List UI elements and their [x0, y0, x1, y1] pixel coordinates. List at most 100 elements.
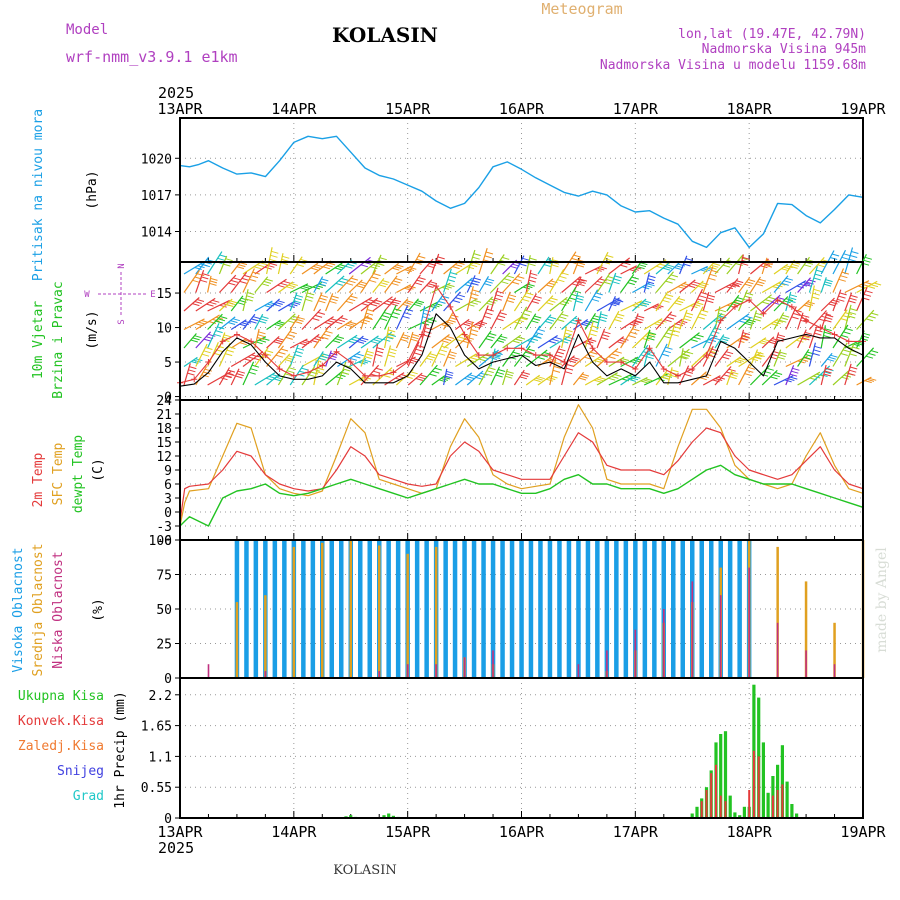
wind-barb-feather — [484, 373, 493, 377]
wind-barb-feather — [215, 320, 223, 324]
wind-barb — [419, 301, 438, 312]
wind-barb-feather — [849, 308, 858, 312]
wind-barb-feather — [412, 333, 420, 337]
wind-barb-feather — [488, 367, 496, 371]
wind-barb-feather — [578, 377, 587, 381]
precip-label-5: Grad — [73, 789, 104, 804]
wind-gust-marker — [219, 338, 226, 345]
wind-barb-feather — [261, 283, 270, 287]
wind-barb-feather — [777, 297, 785, 300]
wind-barb — [643, 303, 659, 312]
wind-barb-feather — [692, 281, 701, 285]
wind-barb-feather — [217, 326, 225, 330]
wind-barb-feather — [517, 336, 526, 340]
wind-gust-marker — [418, 331, 425, 338]
wind-barb-feather — [681, 353, 690, 357]
wind-barb-feather — [416, 279, 424, 283]
wind-barb-feather — [388, 329, 396, 333]
wind-barb-feather — [239, 342, 247, 346]
wind-barb-feather — [227, 322, 236, 325]
wind-barb — [478, 296, 494, 312]
temp-label-1: 2m Temp — [31, 452, 46, 507]
wind-barb-feather — [395, 277, 403, 281]
wind-barb — [856, 347, 875, 367]
wind-barb — [407, 331, 414, 349]
wind-barb-feather — [754, 315, 762, 319]
wind-barb-feather — [299, 287, 308, 291]
wind-barb-feather — [379, 257, 387, 261]
wind-barb-feather — [361, 303, 369, 306]
wind-barb-feather — [287, 334, 295, 338]
wind-barb-feather — [277, 337, 285, 341]
wind-barb-feather — [495, 374, 503, 378]
wind-barb-feather — [226, 372, 234, 376]
cloud-side-label: Visoka Oblacnost Srednja Oblacnost Niska… — [11, 543, 106, 676]
wind-barb-feather — [597, 267, 605, 271]
wind-barb — [738, 276, 751, 293]
wind-barb-feather — [472, 256, 480, 260]
wind-barb — [490, 254, 505, 275]
wind-barb-feather — [404, 301, 412, 305]
wind-barb-feather — [768, 296, 776, 300]
wind-barb-feather — [341, 371, 350, 375]
temp-ytick-label: 21 — [156, 408, 172, 423]
wind-barb — [242, 268, 255, 293]
wind-barb-feather — [561, 272, 569, 276]
cloud-ytick-label: 25 — [156, 638, 172, 653]
wind-barb-feather — [305, 284, 313, 288]
wind-barb-feather — [300, 258, 308, 262]
wind-barb-feather — [189, 366, 197, 370]
wind-barb-feather — [599, 316, 608, 320]
wind-barb-feather — [742, 256, 750, 260]
wind-barb-feather — [366, 350, 374, 354]
precip-total-bar — [719, 734, 723, 818]
wind-barb-feather — [213, 333, 222, 337]
wind-barb-feather — [606, 254, 614, 258]
wind-barb — [395, 298, 409, 312]
wind-barb — [549, 296, 568, 312]
wind-barb-feather — [375, 353, 383, 357]
wind-barb-feather — [225, 258, 233, 262]
wind-barb-feather — [506, 300, 514, 303]
wind-barb-feather — [693, 336, 701, 340]
wind-barb-feather — [732, 284, 741, 288]
wind-barb — [242, 361, 255, 386]
wind-barb-feather — [219, 304, 227, 308]
wind-barb-feather — [744, 283, 752, 287]
wind-barb-feather — [319, 280, 328, 284]
wind-barb-feather — [321, 336, 329, 340]
wind-barb-feather — [791, 370, 799, 374]
wind-barb-feather — [722, 356, 730, 360]
wind-barb-feather — [697, 285, 706, 289]
wind-barb-feather — [236, 266, 245, 270]
wind-barb-feather — [790, 265, 798, 269]
precip-conv-bar — [781, 784, 784, 818]
wind-barb — [513, 306, 528, 330]
wind-barb-feather — [631, 276, 639, 280]
wind-barb-feather — [849, 353, 857, 357]
wind-barb — [584, 264, 603, 275]
wind-barb — [183, 318, 205, 331]
cloud-mid-bar — [378, 545, 381, 678]
wind-barb — [348, 315, 369, 330]
temp-ytick-label: -6 — [156, 534, 172, 549]
wind-barb — [313, 351, 324, 367]
wind-barb-feather — [712, 262, 721, 266]
wind-barb-feather — [603, 331, 611, 335]
wind-barb-feather — [630, 331, 638, 335]
wind-gust-marker — [305, 369, 312, 376]
wind-barb-feather — [634, 266, 642, 270]
wind-barb — [702, 261, 716, 275]
wind-barb-feather — [839, 292, 847, 296]
wind-barb-feather — [789, 297, 797, 301]
wind-barb-feather — [710, 351, 718, 355]
wind-barb — [691, 371, 707, 386]
wind-speed-line — [179, 313, 864, 387]
wind-barb-feather — [677, 297, 686, 301]
wind-gust-marker — [205, 359, 212, 366]
wind-barb-feather — [212, 299, 220, 303]
wind-barb — [431, 342, 444, 367]
wind-barb — [561, 286, 577, 312]
watermark: made by Angel — [874, 547, 890, 653]
wind-barb-feather — [554, 336, 562, 340]
